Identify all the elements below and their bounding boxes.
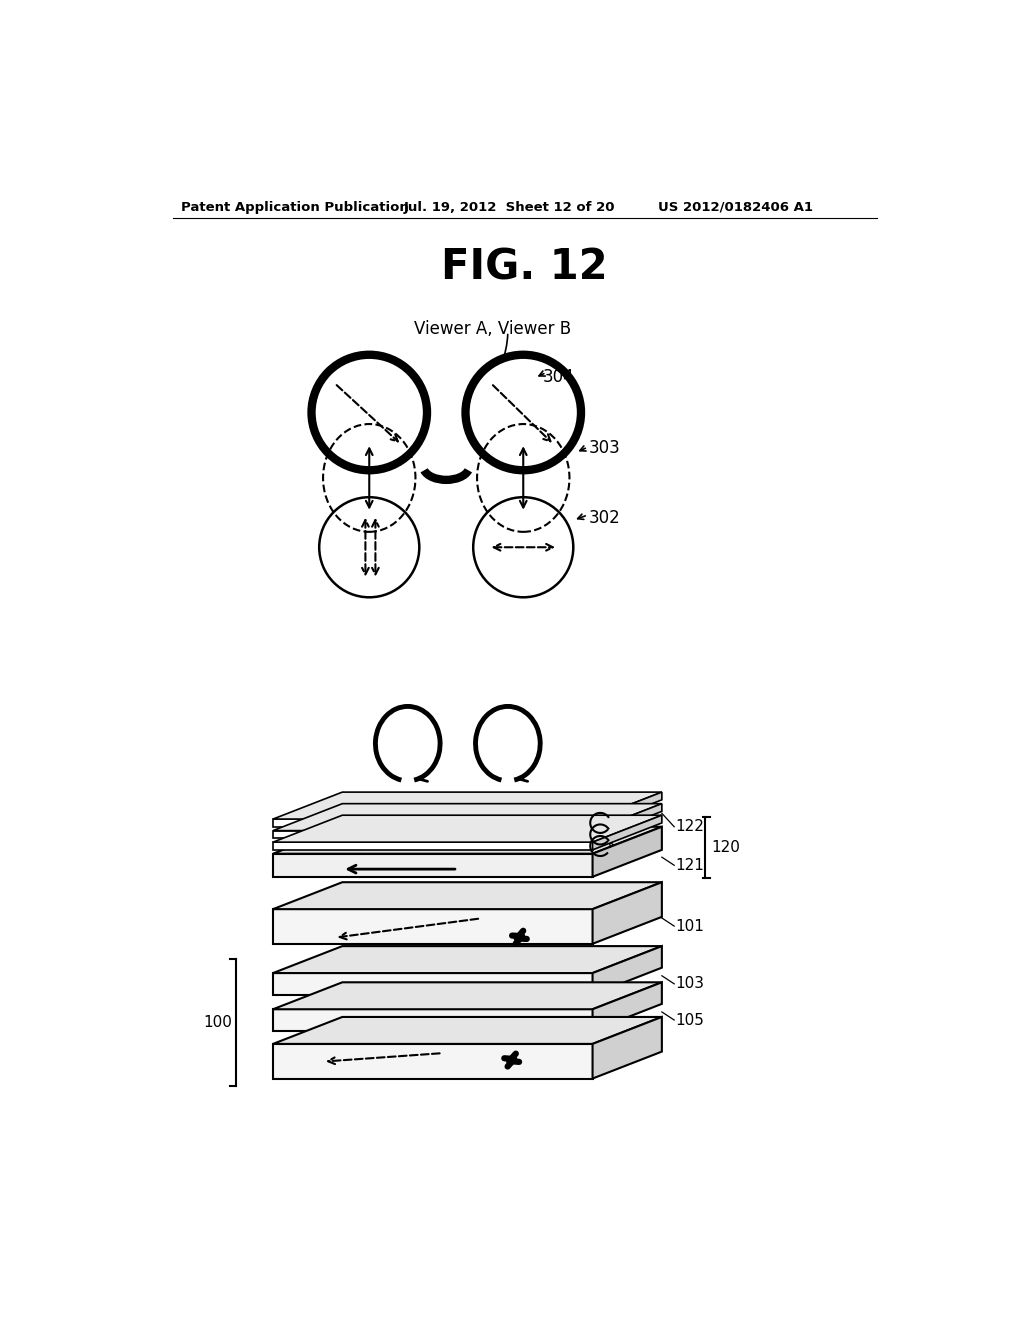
Text: 101: 101 xyxy=(676,919,705,933)
Polygon shape xyxy=(273,882,662,909)
Polygon shape xyxy=(593,792,662,826)
Text: 302: 302 xyxy=(589,508,621,527)
Polygon shape xyxy=(273,792,662,818)
Polygon shape xyxy=(273,973,593,995)
Text: 121: 121 xyxy=(676,858,705,873)
Polygon shape xyxy=(273,909,593,944)
Polygon shape xyxy=(273,854,593,876)
Polygon shape xyxy=(273,826,662,854)
Polygon shape xyxy=(273,816,662,842)
Text: Patent Application Publication: Patent Application Publication xyxy=(180,201,409,214)
Text: US 2012/0182406 A1: US 2012/0182406 A1 xyxy=(658,201,813,214)
Text: Viewer A, Viewer B: Viewer A, Viewer B xyxy=(414,321,571,338)
Polygon shape xyxy=(593,804,662,838)
Text: 304: 304 xyxy=(543,368,574,385)
Text: 105: 105 xyxy=(676,1012,705,1027)
Polygon shape xyxy=(273,1044,593,1078)
Text: 303: 303 xyxy=(589,440,621,458)
Polygon shape xyxy=(273,842,593,850)
Polygon shape xyxy=(593,982,662,1031)
Polygon shape xyxy=(273,830,593,838)
Polygon shape xyxy=(593,882,662,944)
Polygon shape xyxy=(273,804,662,830)
Polygon shape xyxy=(273,1016,662,1044)
Text: Jul. 19, 2012  Sheet 12 of 20: Jul. 19, 2012 Sheet 12 of 20 xyxy=(403,201,615,214)
Text: FIG. 12: FIG. 12 xyxy=(441,247,608,289)
Polygon shape xyxy=(273,818,593,826)
Polygon shape xyxy=(593,946,662,995)
Polygon shape xyxy=(593,816,662,850)
Polygon shape xyxy=(273,1010,593,1031)
Text: 122: 122 xyxy=(676,820,705,834)
Polygon shape xyxy=(273,946,662,973)
Text: 103: 103 xyxy=(676,977,705,991)
Polygon shape xyxy=(593,1016,662,1078)
Polygon shape xyxy=(273,982,662,1010)
Polygon shape xyxy=(593,826,662,876)
Text: 100: 100 xyxy=(204,1015,232,1030)
Text: 120: 120 xyxy=(711,840,740,855)
